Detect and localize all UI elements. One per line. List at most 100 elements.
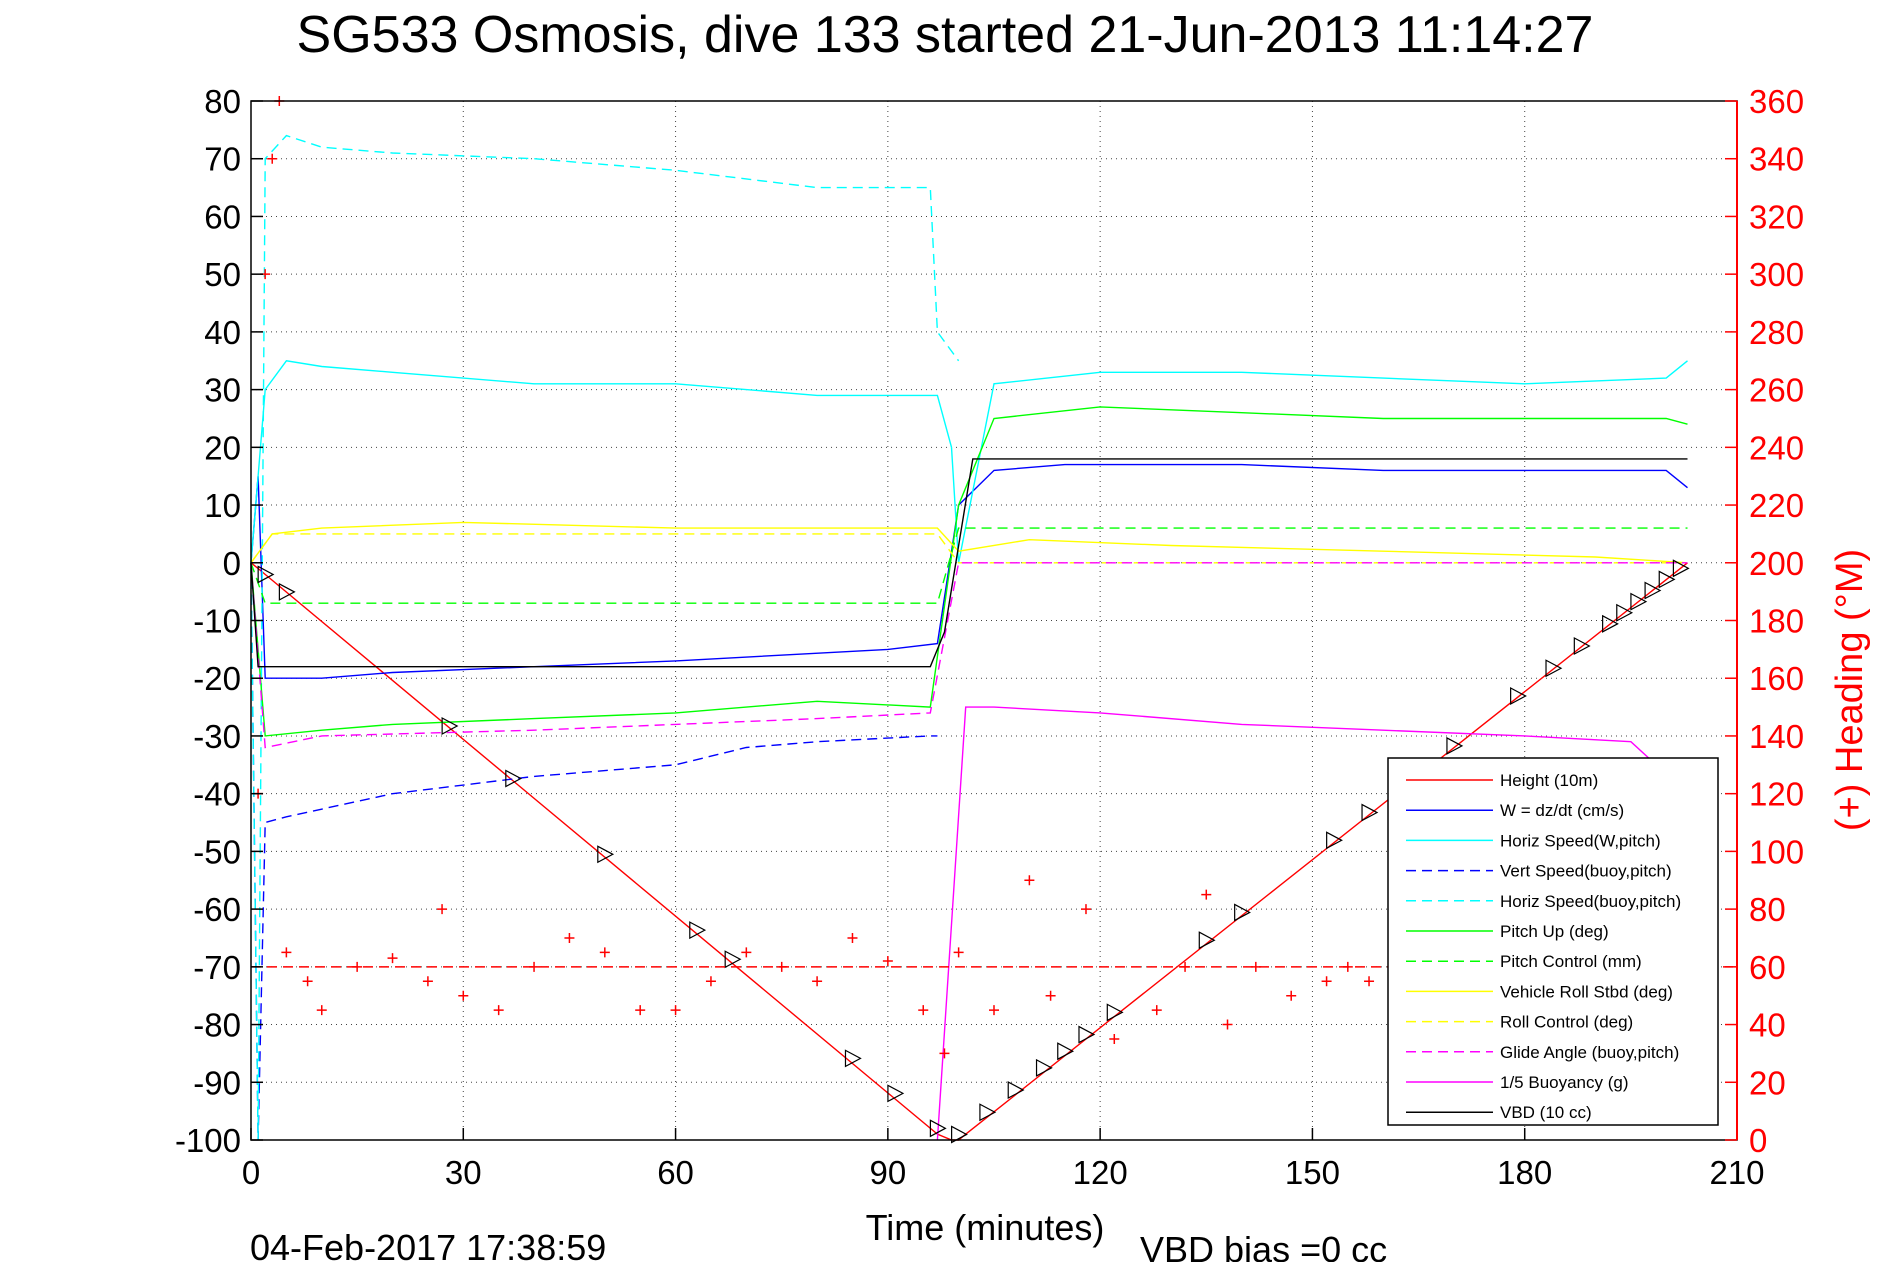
y-tick-label: -10 bbox=[193, 603, 241, 640]
height-marker bbox=[1057, 1042, 1075, 1061]
legend-label: 1/5 Buoyancy (g) bbox=[1500, 1073, 1629, 1092]
y-tick-label: 10 bbox=[204, 487, 241, 524]
heading-point bbox=[953, 947, 964, 958]
heading-point bbox=[281, 947, 292, 958]
legend-label: VBD (10 cc) bbox=[1500, 1103, 1592, 1122]
series-line bbox=[250, 533, 1688, 564]
height-marker bbox=[979, 1103, 997, 1122]
heading-point bbox=[316, 1005, 327, 1016]
right-y-tick-label: 280 bbox=[1749, 314, 1804, 351]
heading-point bbox=[422, 976, 433, 987]
height-marker bbox=[257, 565, 275, 584]
legend-label: Height (10m) bbox=[1500, 771, 1598, 790]
height-marker bbox=[278, 582, 296, 601]
height-marker bbox=[724, 950, 742, 969]
x-tick-label: 210 bbox=[1709, 1154, 1764, 1191]
chart-title: SG533 Osmosis, dive 133 started 21-Jun-2… bbox=[297, 6, 1594, 64]
x-tick-label: 180 bbox=[1497, 1154, 1552, 1191]
heading-point bbox=[1250, 961, 1261, 972]
x-axis-label: Time (minutes) bbox=[866, 1207, 1105, 1248]
height-marker bbox=[1630, 592, 1648, 611]
height-marker bbox=[1078, 1025, 1096, 1044]
legend-box bbox=[1387, 757, 1719, 1126]
right-y-tick-label: 240 bbox=[1749, 429, 1804, 466]
y-tick-label: -20 bbox=[193, 660, 241, 697]
series-line bbox=[250, 562, 1688, 749]
heading-point bbox=[1109, 1033, 1120, 1044]
y-tick-label: -40 bbox=[193, 776, 241, 813]
height-marker bbox=[1326, 831, 1343, 850]
x-tick-label: 90 bbox=[869, 1154, 906, 1191]
heading-point bbox=[1045, 990, 1056, 1001]
height-marker bbox=[1658, 570, 1676, 589]
height-marker bbox=[1573, 637, 1591, 656]
legend-label: Pitch Up (deg) bbox=[1500, 922, 1609, 941]
right-y-tick-label: 260 bbox=[1749, 372, 1804, 409]
right-y-tick-label: 0 bbox=[1749, 1122, 1767, 1159]
right-y-tick-label: 180 bbox=[1749, 603, 1804, 640]
right-y-tick-label: 60 bbox=[1749, 949, 1786, 986]
heading-point bbox=[387, 953, 398, 964]
heading-point bbox=[1342, 961, 1353, 972]
right-y-tick-label: 140 bbox=[1749, 718, 1804, 755]
series-line bbox=[250, 134, 960, 1141]
heading-point bbox=[1201, 889, 1212, 900]
height-marker bbox=[1602, 614, 1619, 633]
height-marker bbox=[1035, 1058, 1053, 1077]
y-tick-label: -50 bbox=[193, 833, 241, 870]
right-y-tick-label: 360 bbox=[1749, 83, 1804, 120]
heading-point bbox=[1364, 976, 1375, 987]
series-line bbox=[250, 463, 1688, 679]
heading-point bbox=[529, 961, 540, 972]
legend: Height (10m) W = dz/dt (cm/s) Horiz Speed(… bbox=[1387, 757, 1719, 1126]
right-y-tick-label: 120 bbox=[1749, 776, 1804, 813]
heading-point bbox=[1151, 1005, 1162, 1016]
heading-point bbox=[741, 947, 752, 958]
heading-point bbox=[1286, 990, 1297, 1001]
y-tick-label: 40 bbox=[204, 314, 241, 351]
y-tick-label: 0 bbox=[223, 545, 241, 582]
height-marker bbox=[1545, 659, 1563, 678]
y-tick-label: -30 bbox=[193, 718, 241, 755]
height-marker bbox=[441, 717, 459, 736]
legend-label: Pitch Control (mm) bbox=[1500, 952, 1642, 971]
heading-point bbox=[882, 956, 893, 967]
height-marker bbox=[597, 845, 615, 864]
y-tick-label: 70 bbox=[204, 141, 241, 178]
y-tick-label: -60 bbox=[193, 891, 241, 928]
y-tick-label: 20 bbox=[204, 429, 241, 466]
height-marker bbox=[1234, 903, 1251, 922]
x-tick-label: 30 bbox=[445, 1154, 482, 1191]
heading-point bbox=[635, 1005, 646, 1016]
y-tick-label: -90 bbox=[193, 1064, 241, 1101]
height-marker bbox=[1510, 686, 1527, 705]
series-line bbox=[936, 706, 1688, 1141]
heading-point bbox=[670, 1005, 681, 1016]
height-marker bbox=[951, 1125, 968, 1144]
right-y-tick-label: 100 bbox=[1749, 833, 1804, 870]
heading-point bbox=[302, 976, 313, 987]
right-axis-label: (+) Heading (°M) bbox=[1829, 549, 1871, 831]
height-marker bbox=[1361, 803, 1379, 822]
x-tick-label: 0 bbox=[242, 1154, 260, 1191]
y-tick-label: -80 bbox=[193, 1007, 241, 1044]
x-tick-label: 60 bbox=[657, 1154, 694, 1191]
series-line bbox=[250, 406, 1688, 737]
series-line bbox=[250, 562, 938, 1141]
heading-point bbox=[705, 976, 716, 987]
right-y-tick-label: 320 bbox=[1749, 198, 1804, 235]
legend-label: Vehicle Roll Stbd (deg) bbox=[1500, 982, 1673, 1001]
heading-point bbox=[1024, 875, 1035, 886]
heading-point bbox=[458, 990, 469, 1001]
heading-point bbox=[437, 904, 448, 915]
heading-point bbox=[1321, 976, 1332, 987]
series-line bbox=[250, 458, 1688, 668]
heading-point bbox=[267, 153, 278, 164]
plot-area bbox=[250, 96, 1737, 1144]
height-marker bbox=[1616, 603, 1634, 622]
right-y-tick-label: 200 bbox=[1749, 545, 1804, 582]
series-line bbox=[250, 360, 1688, 563]
height-marker bbox=[1106, 1003, 1124, 1022]
x-tick-label: 120 bbox=[1073, 1154, 1128, 1191]
